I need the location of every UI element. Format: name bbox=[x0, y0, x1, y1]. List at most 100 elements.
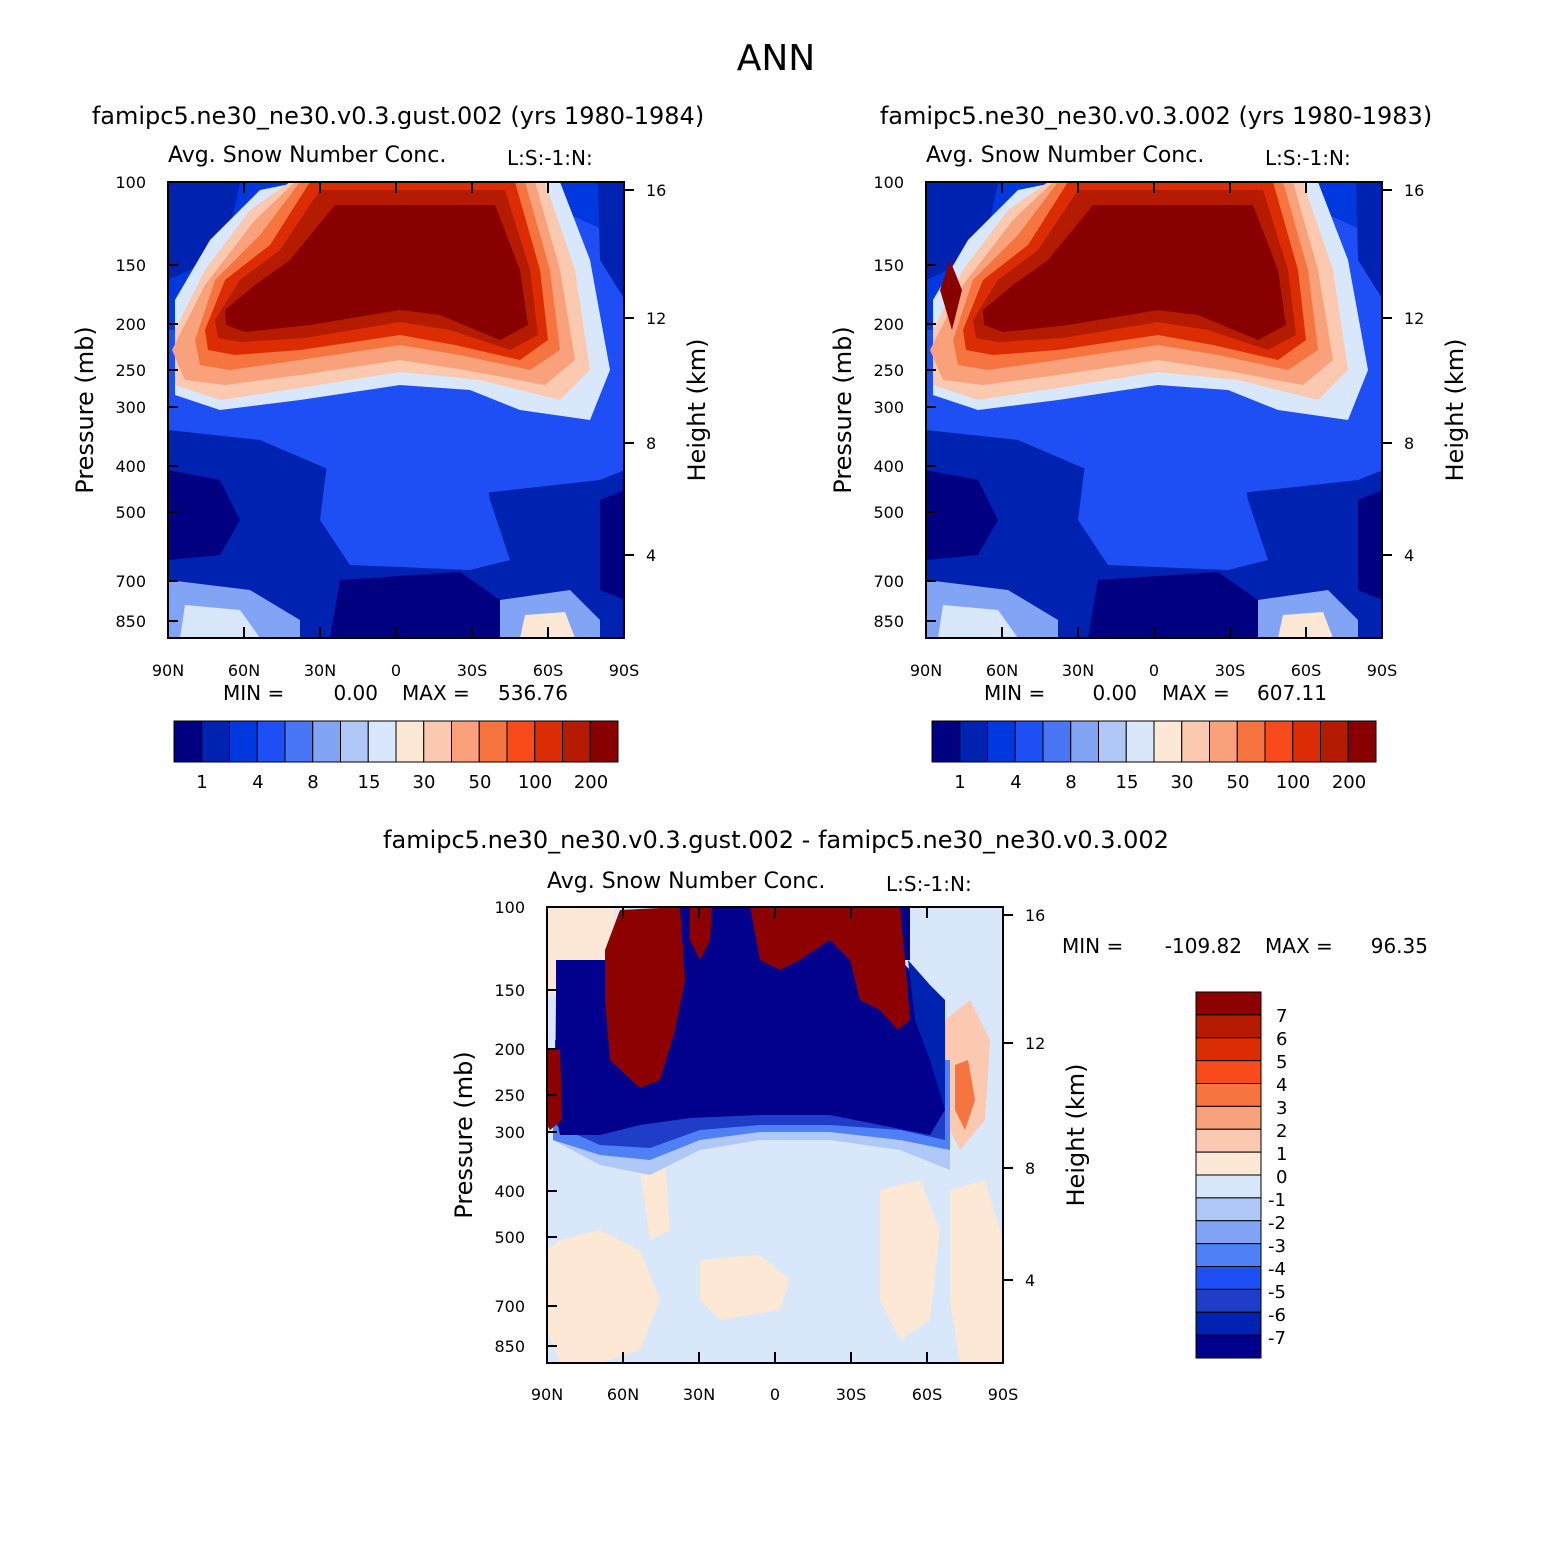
panel-3-x-tick: 30S bbox=[836, 1385, 867, 1404]
panel-2-y2-tick-labels: 16 12 8 4 bbox=[1404, 181, 1424, 565]
panel-1-ticks bbox=[167, 181, 634, 638]
panel-3-min-value: -109.82 bbox=[1165, 934, 1242, 958]
panel-1-colorbar-swatch bbox=[201, 720, 230, 763]
panel-2-y-tick: 500 bbox=[873, 503, 904, 522]
panel-model-run: famipc5.ne30_ne30.v0.3.gust.002 (yrs 198… bbox=[71, 102, 711, 793]
panel-1-colorbar-swatch bbox=[367, 720, 397, 763]
panel-3-colorbar-label: 0 bbox=[1276, 1167, 1287, 1188]
panel-3-contour-field bbox=[547, 907, 1003, 1363]
panel-1-y-tick: 850 bbox=[115, 612, 146, 631]
panel-2-colorbar-label: 15 bbox=[1116, 772, 1139, 793]
panel-1-colorbar-swatch bbox=[423, 720, 452, 763]
panel-2-colorbar-swatch bbox=[1292, 720, 1321, 763]
panel-2-colorbar-labels: 1 4 8 15 30 50 100 200 bbox=[954, 772, 1366, 793]
panel-difference: famipc5.ne30_ne30.v0.3.gust.002 - famipc… bbox=[383, 826, 1428, 1404]
panel-2-x-tick: 0 bbox=[1149, 661, 1159, 680]
panel-3-colorbar-swatch bbox=[1195, 1334, 1262, 1359]
panel-3-colorbar-labels: 7 6 5 4 3 2 1 0 -1 -2 -3 -4 -5 -6 -7 bbox=[1268, 1006, 1287, 1349]
panel-3-colorbar-label: -6 bbox=[1268, 1305, 1286, 1326]
panel-1-min-value: 0.00 bbox=[333, 681, 378, 705]
panel-1-colorbar-swatch bbox=[506, 720, 536, 763]
panel-3-y-tick: 300 bbox=[494, 1123, 525, 1142]
panel-3-y-tick: 200 bbox=[494, 1040, 525, 1059]
panel-3-run-title: famipc5.ne30_ne30.v0.3.gust.002 - famipc… bbox=[383, 826, 1169, 854]
panel-3-y-tick: 250 bbox=[494, 1086, 525, 1105]
panel-3-colorbar-label: 5 bbox=[1276, 1052, 1287, 1073]
panel-3-colorbar-swatch bbox=[1195, 1243, 1262, 1268]
panel-1-x-tick-labels: 90N 60N 30N 0 30S 60S 90S bbox=[152, 661, 639, 680]
panel-2-y-tick: 850 bbox=[873, 612, 904, 631]
panel-1-x-tick: 60N bbox=[228, 661, 260, 680]
panel-1-colorbar-swatch bbox=[451, 720, 480, 763]
panel-1-colorbar-label: 15 bbox=[358, 772, 381, 793]
panel-2-colorbar-swatch bbox=[1181, 720, 1210, 763]
panel-2-y-tick: 150 bbox=[873, 256, 904, 275]
panel-3-colorbar-swatch bbox=[1195, 1266, 1262, 1290]
panel-3-colorbar-label: -3 bbox=[1268, 1236, 1286, 1257]
panel-2-colorbar-swatch bbox=[1042, 720, 1072, 763]
panel-1-x-tick: 90S bbox=[609, 661, 640, 680]
panel-2-colorbar-label: 50 bbox=[1227, 772, 1250, 793]
panel-3-colorbar-swatch bbox=[1195, 1311, 1262, 1336]
panel-3-colorbar-label: -2 bbox=[1268, 1213, 1286, 1234]
panel-2-y-axis-label: Pressure (mb) bbox=[829, 326, 857, 493]
panel-2-colorbar-label: 8 bbox=[1065, 772, 1076, 793]
panel-3-y-tick: 500 bbox=[494, 1228, 525, 1247]
panel-3-y2-axis-label: Height (km) bbox=[1062, 1064, 1090, 1207]
panel-3-subtitle: Avg. Snow Number Conc. bbox=[547, 869, 825, 894]
panel-1-colorbar-swatch bbox=[340, 720, 369, 763]
panel-1-y2-tick: 4 bbox=[646, 546, 656, 565]
panel-2-colorbar-swatch bbox=[1264, 720, 1294, 763]
panel-1-colorbar-swatch bbox=[229, 720, 258, 763]
panel-3-y-tick: 400 bbox=[494, 1182, 525, 1201]
panel-2-colorbar-swatch bbox=[1320, 720, 1349, 763]
panel-2-x-tick-labels: 90N 60N 30N 0 30S 60S 90S bbox=[910, 661, 1397, 680]
panel-1-contour-field bbox=[168, 182, 624, 638]
panel-3-min-label: MIN = bbox=[1062, 934, 1123, 958]
panel-3-colorbar-swatch bbox=[1195, 1197, 1262, 1222]
panel-2-y2-tick: 12 bbox=[1404, 309, 1424, 328]
figure-title: ANN bbox=[737, 38, 816, 79]
panel-3-y-tick: 150 bbox=[494, 981, 525, 1000]
panel-1-colorbar-swatch bbox=[562, 720, 591, 763]
panel-2-colorbar-swatch bbox=[1014, 720, 1044, 763]
panel-1-x-tick: 0 bbox=[391, 661, 401, 680]
panel-3-colorbar-label: 1 bbox=[1276, 1144, 1287, 1165]
panel-3-colorbar-label: -7 bbox=[1268, 1328, 1286, 1349]
panel-3-y2-tick-labels: 16 12 8 4 bbox=[1025, 906, 1045, 1290]
panel-2-colorbar-label: 1 bbox=[954, 772, 965, 793]
panel-1-min-label: MIN = bbox=[223, 681, 284, 705]
panel-1-colorbar-labels: 1 4 8 15 30 50 100 200 bbox=[196, 772, 608, 793]
panel-1-colorbar-label: 1 bbox=[196, 772, 207, 793]
panel-3-y-tick-labels: 100 150 200 250 300 400 500 700 850 bbox=[494, 898, 525, 1356]
panel-1-y2-tick-labels: 16 12 8 4 bbox=[646, 181, 666, 565]
panel-1-colorbar-swatch bbox=[589, 720, 619, 763]
panel-1-y-tick: 200 bbox=[115, 315, 146, 334]
panel-1-colorbar bbox=[173, 720, 619, 763]
panel-3-y2-tick: 16 bbox=[1025, 906, 1045, 925]
panel-3-y2-tick: 4 bbox=[1025, 1271, 1035, 1290]
panel-2-y-tick: 250 bbox=[873, 361, 904, 380]
panel-3-x-tick: 60N bbox=[607, 1385, 639, 1404]
panel-3-colorbar-swatch bbox=[1195, 1060, 1262, 1085]
panel-2-colorbar-swatch bbox=[1347, 720, 1377, 763]
panel-3-colorbar-swatch bbox=[1195, 1128, 1262, 1153]
panel-2-ticks bbox=[925, 181, 1392, 638]
panel-3-colorbar-swatch bbox=[1195, 1014, 1262, 1039]
panel-2-x-tick: 90S bbox=[1367, 661, 1398, 680]
panel-2-colorbar-swatch bbox=[1070, 720, 1099, 763]
panel-1-colorbar-swatch bbox=[395, 720, 425, 763]
panel-1-y-tick: 300 bbox=[115, 398, 146, 417]
panel-1-colorbar-swatch bbox=[312, 720, 341, 763]
panel-3-colorbar-swatch bbox=[1195, 1105, 1262, 1130]
panel-1-y-tick: 400 bbox=[115, 457, 146, 476]
panel-2-colorbar-swatch bbox=[959, 720, 988, 763]
panel-2-y2-tick: 16 bbox=[1404, 181, 1424, 200]
panel-2-min-value: 0.00 bbox=[1092, 681, 1137, 705]
panel-2-y-tick: 300 bbox=[873, 398, 904, 417]
panel-3-colorbar-swatch bbox=[1195, 1288, 1262, 1313]
panel-1-y-tick: 500 bbox=[115, 503, 146, 522]
panel-2-colorbar-swatch bbox=[1209, 720, 1238, 763]
